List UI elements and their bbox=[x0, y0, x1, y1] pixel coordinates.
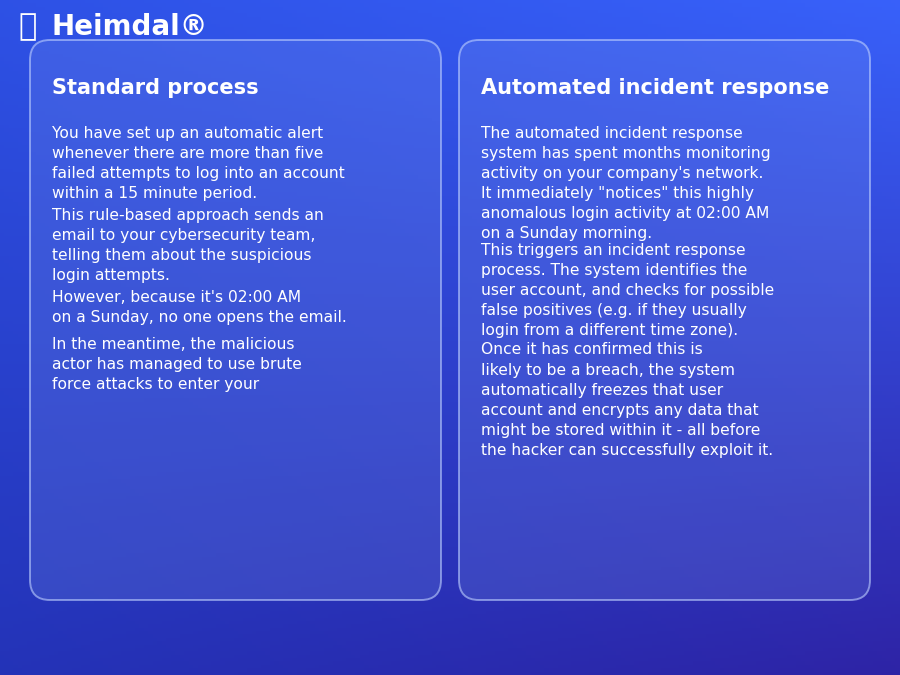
Text: ⛑: ⛑ bbox=[18, 13, 36, 41]
Text: This triggers an incident response
process. The system identifies the
user accou: This triggers an incident response proce… bbox=[481, 243, 774, 338]
Text: This rule-based approach sends an
email to your cybersecurity team,
telling them: This rule-based approach sends an email … bbox=[52, 208, 324, 283]
Text: You have set up an automatic alert
whenever there are more than five
failed atte: You have set up an automatic alert whene… bbox=[52, 126, 345, 201]
Text: Heimdal®: Heimdal® bbox=[52, 13, 209, 41]
FancyBboxPatch shape bbox=[459, 40, 870, 600]
Text: Automated incident response: Automated incident response bbox=[481, 78, 830, 98]
Text: Standard process: Standard process bbox=[52, 78, 258, 98]
Text: The automated incident response
system has spent months monitoring
activity on y: The automated incident response system h… bbox=[481, 126, 770, 241]
Text: However, because it's 02:00 AM
on a Sunday, no one opens the email.: However, because it's 02:00 AM on a Sund… bbox=[52, 290, 346, 325]
FancyBboxPatch shape bbox=[30, 40, 441, 600]
Text: Once it has confirmed this is
likely to be a breach, the system
automatically fr: Once it has confirmed this is likely to … bbox=[481, 342, 773, 458]
Text: In the meantime, the malicious
actor has managed to use brute
force attacks to e: In the meantime, the malicious actor has… bbox=[52, 337, 302, 392]
